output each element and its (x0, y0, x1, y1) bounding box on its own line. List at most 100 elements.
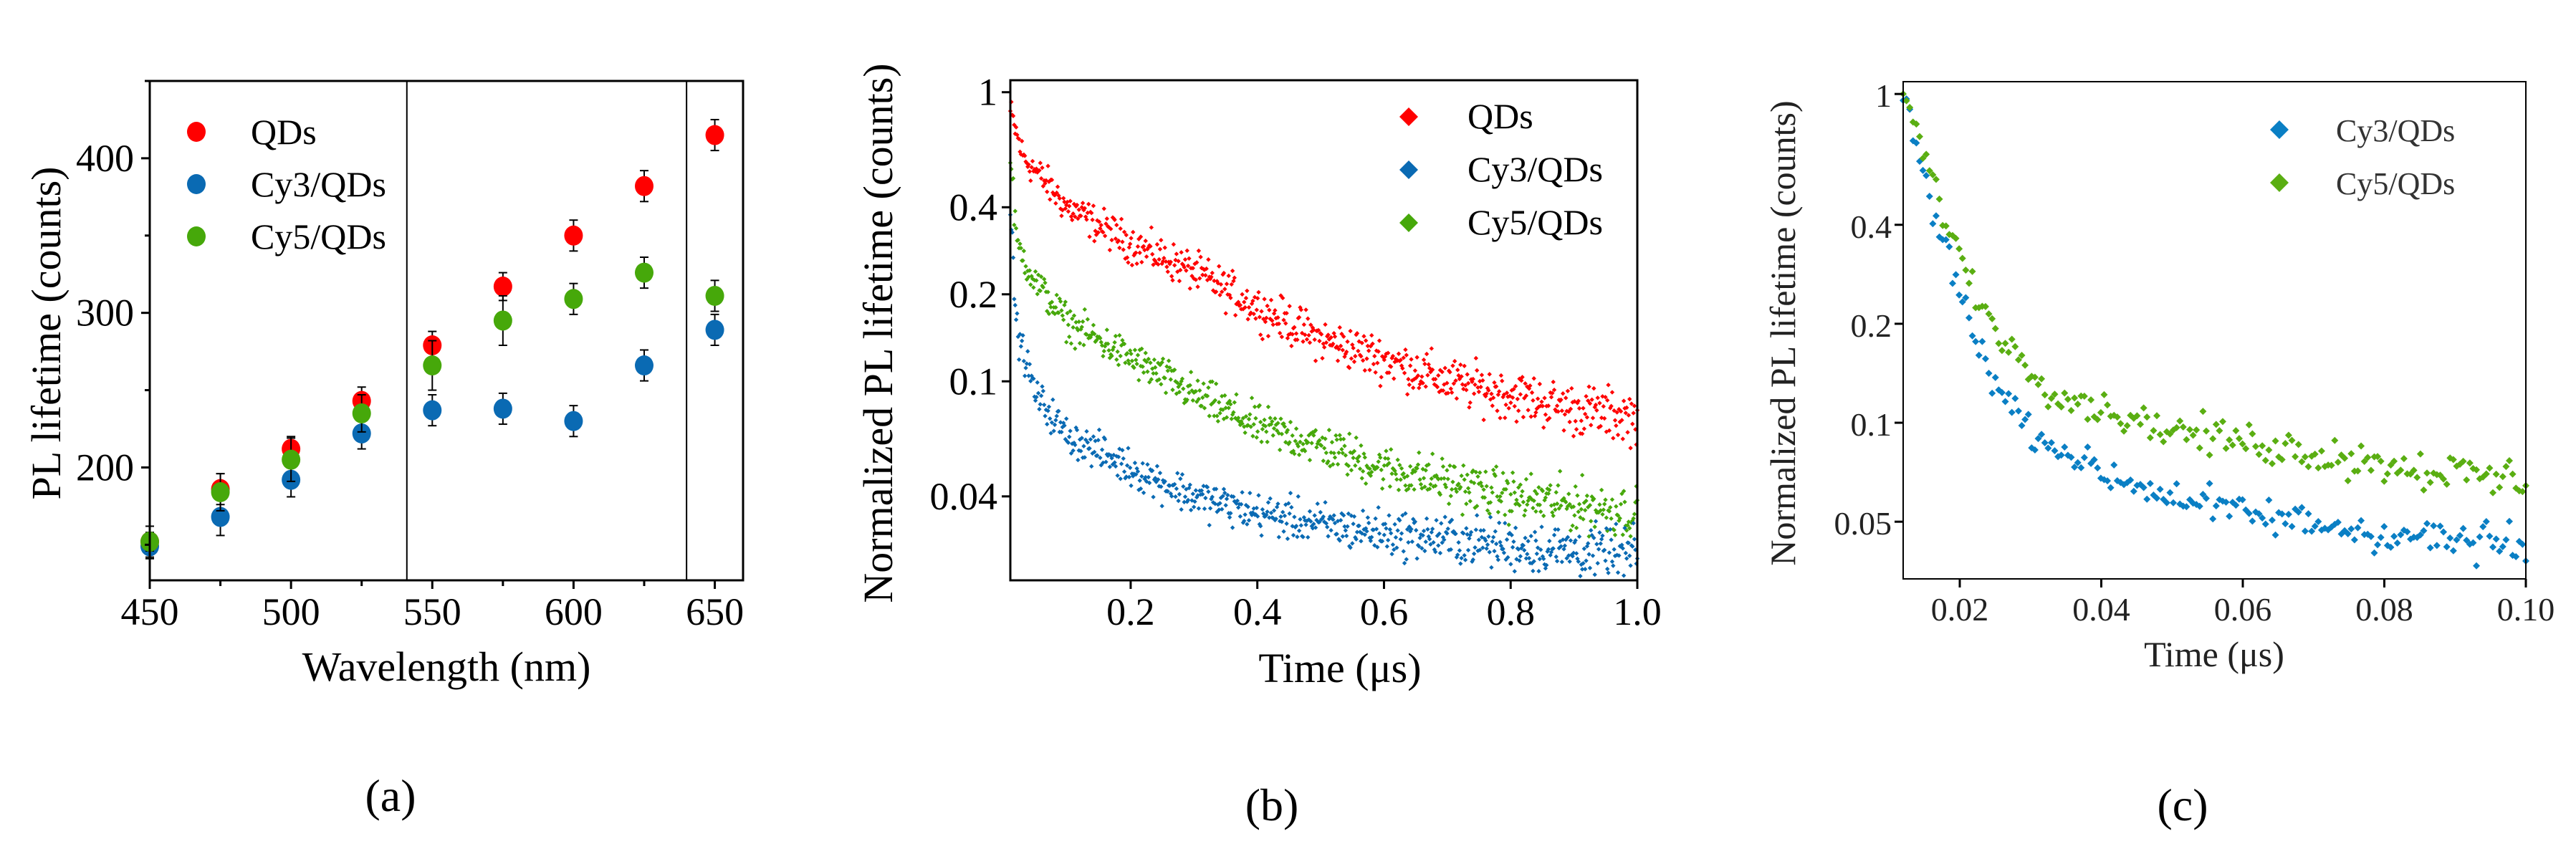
data-point-cy3-qds (1498, 539, 1503, 544)
data-point-qds (1514, 419, 1519, 424)
data-point-cy3-qds (1422, 548, 1427, 554)
data-point-cy3-qds (1298, 517, 1303, 522)
data-point-cy5-qds (1092, 331, 1097, 337)
data-point-cy5-qds (1614, 504, 1619, 509)
data-point-cy5-qds (1326, 428, 1332, 433)
data-point-qds (1194, 260, 1200, 265)
data-point-qds (1490, 403, 1495, 408)
data-point-qds (1442, 365, 1447, 370)
data-point-cy5-qds (1500, 490, 1505, 496)
data-point-cy3-qds (1239, 502, 1244, 507)
data-point-cy5-qds (1242, 424, 1247, 429)
data-point-cy5-qds (2120, 427, 2128, 435)
data-point-cy5-qds (2011, 342, 2019, 350)
data-point-cy3-qds (2077, 464, 2085, 471)
data-point-cy3-qds (1599, 537, 1604, 542)
data-point-cy5-qds (1328, 464, 1333, 469)
data-point-cy3-qds (1471, 551, 1477, 557)
data-point-cy3-qds (1619, 542, 1624, 547)
data-point-qds (1360, 358, 1366, 363)
data-point-cy3-qds (1429, 529, 1435, 535)
data-point-qds (1493, 384, 1499, 389)
data-point-cy5-qds (1253, 416, 1258, 421)
data-point-cy3-qds (1338, 517, 1344, 523)
data-point-cy5-qds (1399, 466, 1404, 471)
data-point-cy5-qds (1065, 310, 1070, 316)
data-point-cy5-qds (2249, 430, 2256, 438)
data-point-cy3-qds (1278, 514, 1283, 519)
data-point-cy3-qds (1192, 499, 1197, 504)
data-point-cy3-qds (2519, 540, 2527, 548)
data-point-cy5-qds (1576, 502, 1582, 507)
data-point-cy3-qds (1965, 314, 1973, 322)
data-point-cy3-qds (1224, 496, 1230, 502)
data-point-qds (1403, 347, 1408, 352)
data-point-qds (1505, 394, 1510, 399)
data-point-qds (1171, 241, 1177, 247)
data-point-cy5-qds (1519, 494, 1524, 499)
data-point-cy5-qds (2222, 444, 2230, 452)
data-point-cy5-qds (2014, 356, 2022, 364)
data-point-cy3-qds (1568, 538, 1574, 543)
data-point-cy5-qds (1206, 385, 1211, 390)
data-point-cy5-qds (1331, 461, 1336, 467)
data-point-cy3-qds (2199, 491, 2207, 499)
data-point-cy5-qds (2292, 453, 2299, 461)
data-point-cy3-qds (1066, 440, 1071, 446)
data-point-qds (1145, 246, 1150, 251)
data-point-cy3-qds (2047, 438, 2055, 446)
data-point-cy3-qds (1201, 484, 1206, 489)
data-point-qds (1508, 400, 1513, 406)
data-point-cy3-qds (1562, 543, 1568, 548)
data-point-cy5-qds (1246, 416, 1252, 422)
data-point-cy5-qds (1575, 493, 1580, 498)
data-point-qds (1164, 264, 1169, 269)
data-point-qds (1307, 340, 1313, 345)
data-point-cy3-qds (1227, 514, 1232, 520)
data-point-cy3-qds (1417, 535, 1422, 541)
data-point-cy3-qds (1240, 489, 1245, 495)
data-point-cy3-qds (2499, 542, 2506, 550)
data-point-qds (1111, 216, 1116, 221)
data-point-cy5-qds (1117, 332, 1122, 338)
data-point-cy5-qds (1493, 473, 1498, 479)
data-point-qds (1586, 384, 1591, 389)
data-point-qds (1483, 393, 1488, 399)
data-point-cy5-qds (1995, 340, 2003, 347)
y-tick-label: 0.4 (949, 186, 998, 229)
data-point-cy3-qds (1426, 534, 1431, 539)
data-point-cy5-qds (1409, 483, 1414, 488)
data-point-cy5-qds (2489, 489, 2497, 496)
data-point-cy3-qds (2232, 502, 2240, 509)
data-point-cy5-qds (1504, 479, 1510, 484)
data-point-cy5-qds (1360, 469, 1366, 474)
data-point-cy5-qds (1321, 459, 1326, 464)
data-point-qds (1174, 251, 1179, 256)
data-point-cy3-qds (1565, 534, 1571, 540)
data-point-cy5-qds (1146, 356, 1151, 362)
data-point-qds (1242, 304, 1248, 310)
data-point-qds (1361, 334, 1366, 339)
data-point-cy5-qds (1418, 481, 1424, 487)
data-point-cy3-qds (1430, 527, 1435, 532)
data-point-qds (1273, 316, 1278, 321)
data-point-cy3-qds (1154, 479, 1159, 484)
data-point-cy5-qds (1275, 421, 1280, 426)
data-point-cy5-qds (1500, 470, 1505, 476)
data-point-cy3-qds (1207, 506, 1213, 511)
data-point-cy3-qds (2476, 533, 2484, 541)
data-point-cy3-qds (2380, 523, 2388, 531)
data-point-qds (1290, 332, 1295, 337)
data-point-qds (1034, 166, 1039, 171)
data-point-cy3-qds (352, 423, 371, 443)
data-point-cy5-qds (1442, 482, 1447, 487)
data-point-cy5-qds (1314, 445, 1319, 450)
data-point-qds (1411, 385, 1416, 390)
data-point-qds (1015, 133, 1020, 138)
data-point-cy5-qds (1178, 382, 1183, 387)
data-point-cy3-qds (2163, 499, 2170, 507)
data-point-cy3-qds (1034, 394, 1039, 400)
data-point-qds (1488, 397, 1493, 402)
data-point-cy3-qds (1975, 351, 1983, 359)
data-point-cy5-qds (1423, 468, 1428, 473)
